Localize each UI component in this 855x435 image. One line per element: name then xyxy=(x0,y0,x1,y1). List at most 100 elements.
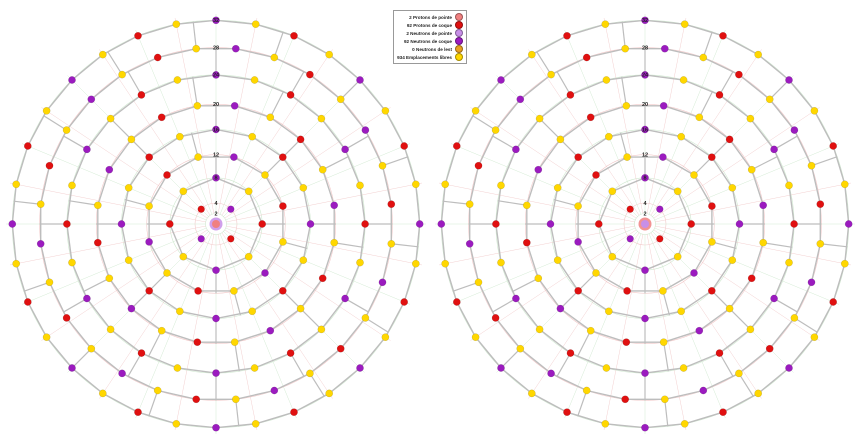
free-slot xyxy=(785,181,793,190)
free-slot xyxy=(172,20,181,29)
shell-neutron xyxy=(227,205,235,213)
shell-neutron xyxy=(197,235,205,243)
shell-neutron xyxy=(87,95,96,104)
ring-label-2: 2 xyxy=(643,211,646,217)
free-slot xyxy=(497,258,505,267)
shell-neutron xyxy=(415,220,424,228)
legend-label-ballast-neutrons: 0 Neutrons de lest xyxy=(412,46,452,52)
free-slot xyxy=(230,287,238,295)
shell-proton xyxy=(290,32,298,40)
shell-neutron xyxy=(212,16,220,25)
shell-bond-link xyxy=(309,373,325,397)
shell-proton xyxy=(157,113,166,122)
shell-bond-link xyxy=(500,348,521,369)
grid-spoke xyxy=(450,143,636,221)
shell-bond-link xyxy=(190,132,199,158)
free-slot xyxy=(266,113,275,122)
free-slot xyxy=(105,274,114,283)
shell-neutron xyxy=(266,326,275,335)
free-slot xyxy=(725,304,734,313)
free-slot xyxy=(659,287,667,295)
shell-neutron xyxy=(497,364,505,372)
shell-bond-link xyxy=(148,272,168,292)
shell-bond-link xyxy=(264,156,284,176)
shell-proton xyxy=(523,238,531,247)
free-slot xyxy=(193,102,202,110)
free-slot xyxy=(661,395,669,404)
free-slot xyxy=(535,114,544,123)
ring-label-4: 4 xyxy=(643,201,647,207)
shell-bond-link xyxy=(13,200,41,205)
shell-bond-link xyxy=(738,373,754,397)
ring-label-24: 24 xyxy=(642,73,649,79)
free-slot xyxy=(471,107,480,115)
shell-bond-link xyxy=(365,317,389,333)
free-slot xyxy=(192,44,200,53)
shell-bond-link xyxy=(23,281,50,292)
shell-bond-link xyxy=(322,155,350,171)
shell-bond-link xyxy=(344,298,370,313)
shell-bond-link xyxy=(811,156,838,167)
free-slot xyxy=(810,107,819,115)
shell-proton xyxy=(134,32,142,40)
shell-bond-link xyxy=(577,390,588,417)
shell-proton xyxy=(192,395,200,404)
shell-neutron xyxy=(661,44,669,53)
shell-bond-link xyxy=(110,118,132,140)
shell-proton xyxy=(296,135,305,144)
ring-label-20: 20 xyxy=(642,102,648,108)
shell-proton xyxy=(574,286,583,295)
shell-bond-link xyxy=(536,51,552,75)
shell-neutron xyxy=(641,173,649,182)
shell-bond-link xyxy=(391,243,419,248)
shell-bond-link xyxy=(130,138,150,158)
shell-proton xyxy=(153,53,162,62)
shell-neutron xyxy=(641,16,649,25)
shell-proton xyxy=(306,70,314,79)
shell-bond-link xyxy=(556,352,571,378)
free-slot xyxy=(194,153,202,161)
shell-neutron xyxy=(699,386,708,395)
free-slot xyxy=(248,307,256,316)
free-slot xyxy=(728,256,737,265)
free-slot xyxy=(523,201,531,210)
shell-neutron xyxy=(212,314,220,323)
shell-neutron xyxy=(261,269,269,277)
shell-proton xyxy=(563,408,571,417)
legend-swatch-shell-neutrons xyxy=(455,37,463,45)
shell-neutron xyxy=(145,238,153,246)
shell-bond-link xyxy=(68,200,98,206)
shell-proton xyxy=(145,153,153,161)
ring-label-12: 12 xyxy=(642,153,648,159)
shell-proton xyxy=(566,91,575,99)
free-slot xyxy=(124,183,133,192)
free-slot xyxy=(381,333,390,342)
legend-row-free-slots: 934 Emplacements libres xyxy=(397,53,463,61)
shell-bond-link xyxy=(773,298,799,313)
free-slot xyxy=(659,338,668,347)
grid-spoke xyxy=(654,143,840,221)
shell-bond-link xyxy=(773,135,799,150)
shell-neutron xyxy=(341,294,349,303)
shell-proton xyxy=(816,200,825,208)
free-slot xyxy=(124,256,133,265)
free-slot xyxy=(175,307,184,316)
shell-neutron xyxy=(759,201,768,210)
shell-proton xyxy=(687,220,696,228)
free-slot xyxy=(250,76,259,84)
shell-neutron xyxy=(212,369,220,377)
free-slot xyxy=(605,132,613,141)
shell-neutron xyxy=(270,386,279,395)
free-slot xyxy=(251,20,260,29)
shell-proton xyxy=(566,349,575,357)
free-slot xyxy=(387,239,396,248)
grid-spoke xyxy=(648,29,726,215)
free-slot xyxy=(608,187,617,196)
free-slot xyxy=(841,180,849,189)
free-slot xyxy=(553,183,562,192)
shell-proton xyxy=(62,314,71,322)
free-slot xyxy=(251,419,260,428)
shell-proton xyxy=(586,113,595,122)
free-slot xyxy=(516,344,525,353)
